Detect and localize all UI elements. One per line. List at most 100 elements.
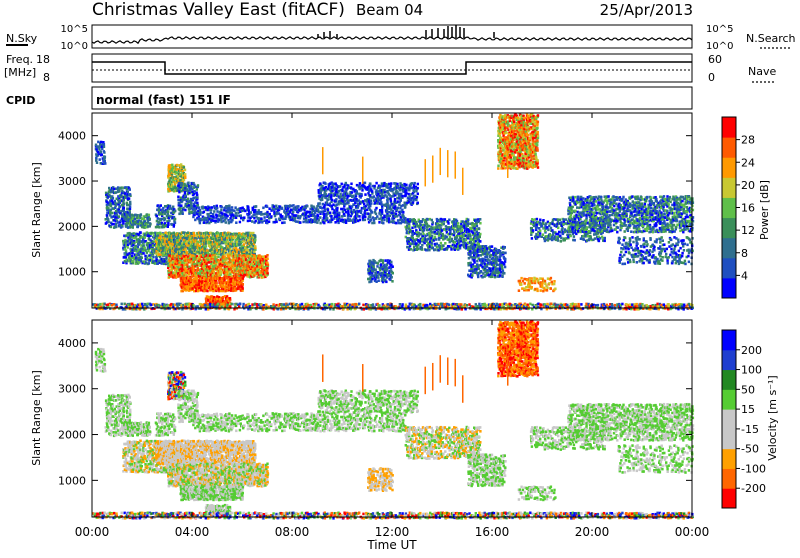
power-cell <box>426 304 428 307</box>
power-cell <box>546 303 548 306</box>
power-cell <box>125 218 127 221</box>
power-cell <box>242 303 244 306</box>
power-cell <box>249 219 251 222</box>
power-cell <box>225 221 227 224</box>
power-cell <box>231 303 233 306</box>
power-cell <box>139 231 141 234</box>
power-cell <box>343 213 345 216</box>
power-cell <box>275 304 277 307</box>
power-cell <box>197 272 199 275</box>
power-cell <box>268 220 270 223</box>
power-cell <box>399 303 401 306</box>
power-cell <box>188 273 190 276</box>
power-cell <box>263 216 265 219</box>
power-cell <box>389 214 391 217</box>
power-cell <box>327 208 329 211</box>
power-cell <box>175 187 177 190</box>
power-cell <box>246 251 248 254</box>
power-cell <box>319 222 321 225</box>
power-cell <box>161 213 163 216</box>
power-cell <box>148 262 150 265</box>
power-cell <box>199 213 201 216</box>
power-cell <box>550 303 552 306</box>
power-cell <box>95 144 97 147</box>
power-cell <box>186 264 188 267</box>
power-cell <box>317 208 319 211</box>
power-cell <box>104 162 106 165</box>
power-cell <box>301 303 303 306</box>
power-cell <box>196 202 198 205</box>
power-cell <box>183 166 185 169</box>
power-cell <box>112 197 114 200</box>
power-cell <box>360 210 362 213</box>
power-cell <box>133 242 135 245</box>
power-cell <box>220 271 222 274</box>
power-cell <box>144 247 146 250</box>
power-cell <box>131 303 133 306</box>
power-cell <box>125 249 127 252</box>
power-cell <box>128 197 130 200</box>
power-cell <box>150 303 152 306</box>
power-cell <box>289 211 291 214</box>
power-cell <box>206 290 208 293</box>
power-cell <box>167 210 169 213</box>
power-cell <box>341 215 343 218</box>
station-title: Christmas Valley East (fitACF) <box>92 0 345 20</box>
power-cell <box>571 305 573 308</box>
power-cell <box>254 245 256 248</box>
power-cell <box>103 145 105 148</box>
power-cell <box>226 304 228 307</box>
power-cell <box>283 221 285 224</box>
power-cell <box>330 215 332 218</box>
power-cell <box>210 209 212 212</box>
power-cell <box>106 212 108 215</box>
power-cell <box>142 252 144 255</box>
power-cell <box>143 218 145 221</box>
power-cell <box>123 207 125 210</box>
power-cell <box>199 211 201 214</box>
power-cell <box>194 201 196 204</box>
power-cell <box>122 222 124 225</box>
power-cell <box>119 202 121 205</box>
power-cell <box>228 254 230 257</box>
power-cell <box>118 215 120 218</box>
power-cell <box>243 216 245 219</box>
power-cell <box>127 226 129 229</box>
power-cell <box>184 209 186 212</box>
power-cell <box>117 221 119 224</box>
power-cell <box>448 303 450 306</box>
power-cell <box>177 199 179 202</box>
frequency-trace <box>92 62 692 74</box>
power-cell <box>198 206 200 209</box>
power-cell <box>307 304 309 307</box>
power-cell <box>157 234 159 237</box>
power-cell <box>196 188 198 191</box>
power-cell <box>224 255 226 258</box>
nave-tick-top: 60 <box>708 53 722 66</box>
power-cell <box>239 207 241 210</box>
power-cell <box>266 205 268 208</box>
power-cell <box>220 303 222 306</box>
power-cell <box>266 270 268 273</box>
power-cell <box>133 232 135 235</box>
power-cell <box>158 226 160 229</box>
power-cell <box>193 205 195 208</box>
power-cell <box>208 261 210 264</box>
power-cell <box>124 192 126 195</box>
power-cell <box>260 303 262 306</box>
power-cell <box>383 219 385 222</box>
power-cell <box>316 221 318 224</box>
power-cell <box>100 150 102 153</box>
power-cell <box>358 215 360 218</box>
power-cell <box>100 141 102 144</box>
power-cell <box>378 304 380 307</box>
power-cell <box>269 213 271 216</box>
power-cell <box>220 209 222 212</box>
power-cell <box>437 303 439 306</box>
power-cell <box>228 263 230 266</box>
power-cell <box>156 215 158 218</box>
power-cell <box>205 217 207 220</box>
power-cell <box>187 231 189 234</box>
